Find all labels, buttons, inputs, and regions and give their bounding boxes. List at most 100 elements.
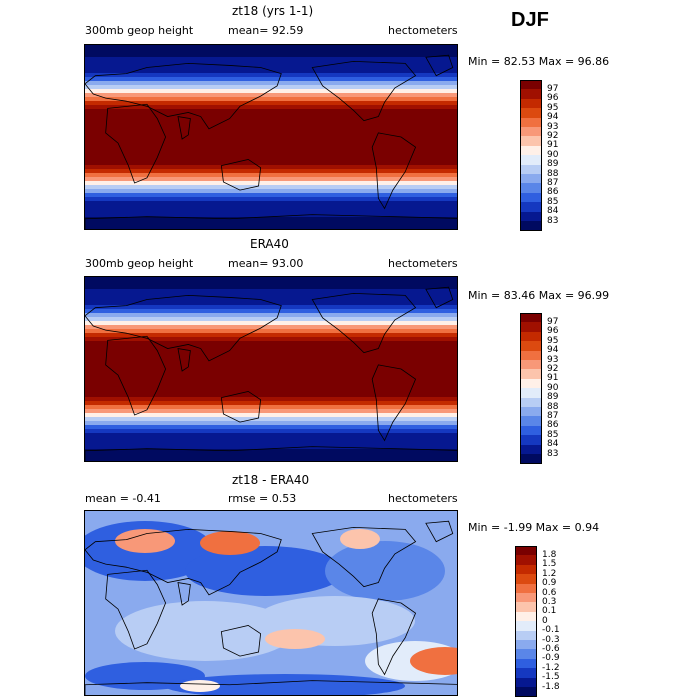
colorbar-label: 93 [547, 354, 559, 365]
panel-2-map-svg [85, 277, 457, 461]
colorbar-label: 89 [547, 392, 559, 403]
field-band [85, 193, 457, 198]
field-band [85, 413, 457, 418]
panel-1-minmax: Min = 82.53 Max = 96.86 [468, 55, 610, 68]
colorbar-label: 88 [547, 401, 559, 412]
panel-1-mean-label: mean= 92.59 [228, 24, 304, 37]
field-band [85, 57, 457, 62]
panel-2-field-label: 300mb geop height [85, 257, 194, 270]
field-band [85, 213, 457, 218]
coastline [105, 335, 167, 416]
field-band [85, 157, 457, 162]
field-band [85, 437, 457, 442]
field-band [85, 177, 457, 182]
colorbar-label: 83 [547, 448, 559, 459]
colorbar-swatch [520, 331, 542, 342]
field-blob [185, 546, 345, 596]
field-band [85, 441, 457, 446]
colorbar-swatch [515, 649, 537, 660]
colorbar-swatch [520, 322, 542, 333]
field-band [85, 153, 457, 158]
field-band [85, 85, 457, 90]
field-band [85, 453, 457, 458]
colorbar-label: 97 [547, 316, 559, 327]
field-band [85, 281, 457, 286]
colorbar-swatch [520, 444, 542, 455]
field-band [85, 333, 457, 338]
colorbar-label: 0 [542, 615, 548, 626]
field-band [85, 73, 457, 78]
colorbar-label: 90 [547, 149, 559, 160]
field-band [85, 93, 457, 98]
colorbar-swatch [520, 416, 542, 427]
coastline [311, 60, 417, 122]
field-band [85, 397, 457, 402]
field-band [85, 141, 457, 146]
field-band [85, 189, 457, 194]
field-band [85, 97, 457, 102]
panel-2-units-label: hectometers [388, 257, 458, 270]
coastline [85, 214, 457, 229]
colorbar-swatch [520, 192, 542, 203]
colorbar-label: -0.9 [542, 653, 560, 664]
colorbar-swatch [520, 350, 542, 361]
coastline [425, 286, 454, 309]
colorbar-swatch [520, 378, 542, 389]
panel-3-rmse-label: rmse = 0.53 [228, 492, 297, 505]
colorbar-swatch [520, 454, 542, 464]
field-band [85, 61, 457, 66]
colorbar-label: 95 [547, 102, 559, 113]
field-band [85, 149, 457, 154]
colorbar-swatch [515, 630, 537, 641]
colorbar-label: 87 [547, 177, 559, 188]
season-label: DJF [511, 9, 549, 31]
colorbar-swatch [520, 127, 542, 137]
field-band [85, 309, 457, 314]
field-band [85, 325, 457, 330]
field-blob [265, 629, 325, 649]
field-band [85, 165, 457, 170]
colorbar-label: 91 [547, 373, 559, 384]
colorbar-label: -1.5 [542, 672, 560, 683]
colorbar-swatch [520, 174, 542, 184]
field-band [85, 361, 457, 366]
field-band [85, 385, 457, 390]
field-band [85, 297, 457, 302]
colorbar-swatch [520, 164, 542, 175]
panel-3-title: zt18 - ERA40 [232, 473, 310, 487]
field-band [85, 77, 457, 82]
colorbar-label: 97 [547, 83, 559, 94]
colorbar-swatch [515, 564, 537, 575]
field-band [85, 321, 457, 326]
field-band [85, 313, 457, 318]
field-band [85, 421, 457, 426]
colorbar-label: 85 [547, 429, 559, 440]
field-band [85, 65, 457, 70]
field-band [85, 197, 457, 202]
coastline [177, 582, 191, 606]
coastline [220, 159, 262, 191]
field-band [85, 401, 457, 406]
colorbar-label: 1.2 [542, 568, 557, 579]
field-band [85, 381, 457, 386]
panel-3-units-label: hectometers [388, 492, 458, 505]
colorbar-label: 87 [547, 410, 559, 421]
colorbar-swatch [520, 145, 542, 156]
colorbar-swatch [520, 89, 542, 100]
colorbar-label: 95 [547, 335, 559, 346]
coastline [177, 116, 191, 140]
colorbar-swatch [520, 369, 542, 380]
field-band [85, 301, 457, 306]
field-band [85, 169, 457, 174]
colorbar-label: 85 [547, 196, 559, 207]
field-band [85, 137, 457, 142]
colorbar-swatch [520, 435, 542, 446]
colorbar-swatch [520, 108, 542, 119]
field-band [85, 317, 457, 322]
field-band [85, 185, 457, 190]
field-band [85, 357, 457, 362]
colorbar-swatch [520, 211, 542, 222]
coastline [425, 54, 454, 77]
field-band [85, 373, 457, 378]
field-band [85, 145, 457, 150]
